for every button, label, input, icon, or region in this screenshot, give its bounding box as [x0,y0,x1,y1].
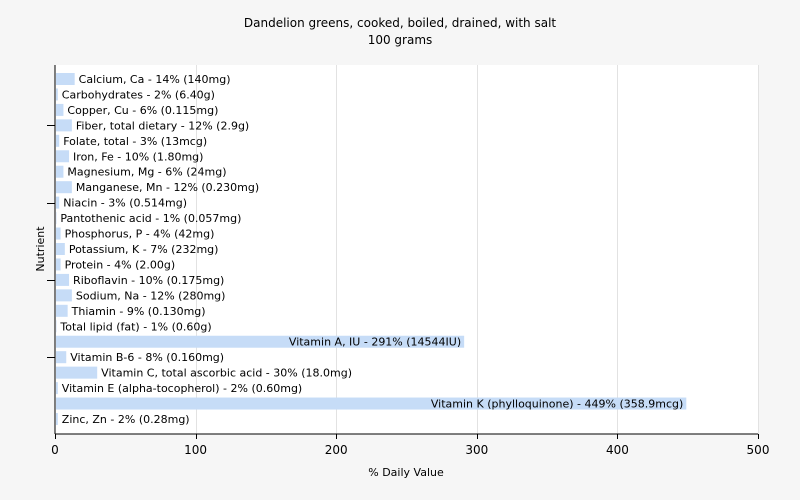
data-label: Thiamin - 9% (0.130mg) [71,305,206,318]
data-label: Protein - 4% (2.00g) [65,258,176,271]
chart-title: Dandelion greens, cooked, boiled, draine… [244,16,557,30]
bar [56,382,58,394]
bar [56,367,97,379]
x-tick-label: 500 [747,443,770,457]
data-label: Niacin - 3% (0.514mg) [63,197,187,210]
x-tick-label: 400 [606,443,629,457]
bar [56,413,58,425]
data-label: Potassium, K - 7% (232mg) [69,243,219,256]
data-label: Folate, total - 3% (13mcg) [63,135,207,148]
data-label: Magnesium, Mg - 6% (24mg) [67,166,226,179]
x-axis-label: % Daily Value [368,466,444,479]
data-label: Fiber, total dietary - 12% (2.9g) [76,119,249,132]
bar [56,166,63,178]
x-tick-label: 100 [184,443,207,457]
bar [56,119,72,131]
bar [56,150,69,162]
bar [56,258,61,270]
bar [56,243,65,255]
bar [56,181,72,193]
data-label: Vitamin E (alpha-tocopherol) - 2% (0.60m… [62,382,302,395]
data-label: Sodium, Na - 12% (280mg) [76,289,226,302]
data-label: Phosphorus, P - 4% (42mg) [65,228,215,241]
bar [56,88,58,100]
data-label: Zinc, Zn - 2% (0.28mg) [62,413,190,426]
bar [56,197,59,209]
data-label: Manganese, Mn - 12% (0.230mg) [76,181,259,194]
data-label: Calcium, Ca - 14% (140mg) [79,73,231,86]
data-label: Iron, Fe - 10% (1.80mg) [73,150,203,163]
x-tick-label: 200 [325,443,348,457]
bar [56,305,68,317]
bar [56,351,66,363]
bar [56,135,59,147]
bar [56,274,69,286]
data-label: Copper, Cu - 6% (0.115mg) [67,104,218,117]
bar [56,228,61,240]
data-label: Total lipid (fat) - 1% (0.60g) [59,320,211,333]
data-label: Carbohydrates - 2% (6.40g) [62,88,215,101]
y-axis-label: Nutrient [34,226,47,272]
bar [56,289,72,301]
data-label: Riboflavin - 10% (0.175mg) [73,274,224,287]
bar [56,73,75,85]
data-label: Vitamin B-6 - 8% (0.160mg) [70,351,224,364]
data-label: Vitamin K (phylloquinone) - 449% (358.9m… [431,398,683,411]
x-tick-label: 300 [465,443,488,457]
bar [56,104,63,116]
data-label: Vitamin A, IU - 291% (14544IU) [289,336,461,349]
data-label: Pantothenic acid - 1% (0.057mg) [60,212,241,225]
data-label: Vitamin C, total ascorbic acid - 30% (18… [101,367,352,380]
chart-subtitle: 100 grams [368,33,433,47]
x-tick-label: 0 [51,443,59,457]
